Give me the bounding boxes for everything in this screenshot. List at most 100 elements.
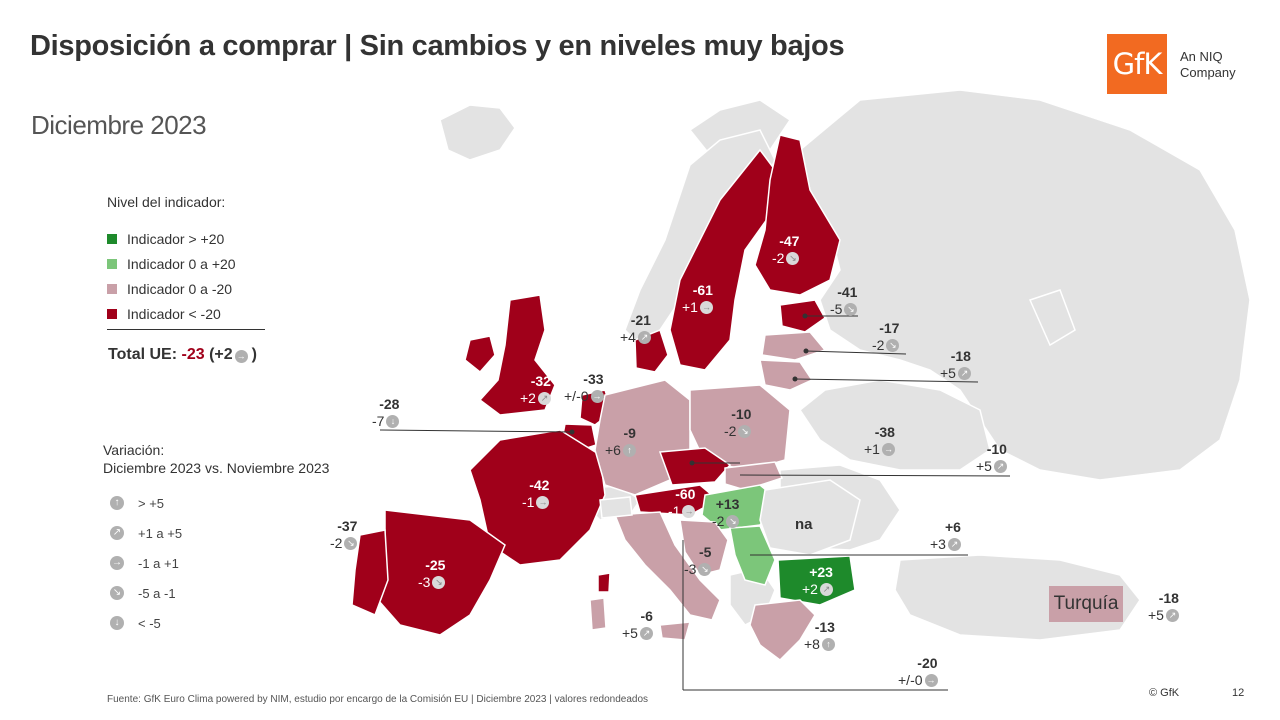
label-value: +6 — [945, 519, 961, 535]
variation-item: ↘ -5 a -1 — [110, 578, 182, 608]
italy-shape — [613, 511, 721, 621]
label-rumania: -10 +5 ↗ — [976, 441, 1007, 475]
arrow-right-icon: → — [110, 556, 124, 570]
label-belgica: -28 -7 ↓ — [372, 396, 400, 430]
label-grecia: -13 +8 ↑ — [804, 619, 835, 653]
gfk-logo: GfK — [1107, 34, 1167, 94]
finland-shape — [754, 134, 841, 296]
variation-item: ↓ < -5 — [110, 608, 182, 638]
label-value: -28 — [379, 396, 400, 412]
arrow-up-right-icon: ↗ — [993, 460, 1007, 473]
source-note: Fuente: GfK Euro Clima powered by NIM, e… — [107, 694, 649, 705]
label-estonia: -41 -5 ↘ — [830, 284, 858, 318]
label-value: -10 — [731, 406, 752, 422]
label-change: -2 — [772, 250, 785, 266]
label-value: -42 — [529, 477, 550, 493]
legend-swatch — [107, 308, 117, 319]
label-change: +5 — [1148, 607, 1164, 623]
legend-label: Indicador 0 a -20 — [127, 280, 233, 297]
arrow-right-icon: → — [682, 505, 696, 518]
logo-tagline-line-2: Company — [1180, 65, 1236, 80]
label-value: -20 — [917, 655, 938, 671]
label-finlandia: -47 -2 ↘ — [772, 233, 800, 267]
label-letonia: -17 -2 ↘ — [872, 320, 900, 354]
label-change: +/-0 — [898, 672, 923, 688]
variation-label: -1 a +1 — [138, 555, 179, 571]
label-change: +1 — [682, 299, 698, 315]
arrow-up-right-icon: ↗ — [537, 392, 551, 405]
label-value: -21 — [630, 312, 651, 328]
croatia-shape — [679, 519, 729, 576]
total-suffix: ) — [251, 346, 257, 363]
label-change: +6 — [605, 442, 621, 458]
page-number: 12 — [1232, 687, 1245, 699]
arrow-up-icon: ↑ — [110, 496, 124, 510]
label-change: -1 — [522, 494, 535, 510]
variation-label: +1 a +5 — [138, 525, 183, 541]
arrow-up-right-icon: ↗ — [1165, 609, 1179, 622]
arrow-up-right-icon: ↗ — [957, 367, 971, 380]
label-value: -25 — [425, 557, 446, 573]
hungary-shape — [701, 484, 780, 531]
label-change: -1 — [668, 503, 681, 519]
legend-swatch — [107, 258, 117, 269]
label-alemania: -9 +6 ↑ — [605, 425, 636, 459]
variation-label: < -5 — [138, 615, 161, 631]
arrow-down-right-icon: ↘ — [432, 576, 446, 589]
arrow-down-icon: ↓ — [110, 616, 124, 630]
label-change: -2 — [330, 535, 343, 551]
label-change: -7 — [372, 413, 385, 429]
arrow-right-icon: → — [699, 301, 713, 314]
lithuania-shape — [759, 359, 814, 391]
label-value: -18 — [950, 348, 971, 364]
label-suecia: -61 +1 → — [682, 282, 713, 316]
label-change: -3 — [418, 574, 431, 590]
leader-lines — [379, 315, 1011, 691]
label-espana: -25 -3 ↘ — [418, 557, 446, 591]
arrow-up-icon: ↑ — [821, 638, 835, 651]
arrow-down-right-icon: ↘ — [786, 252, 800, 265]
sicily-shape — [659, 621, 692, 641]
arrow-down-right-icon: ↘ — [738, 425, 752, 438]
label-change: +2 — [520, 390, 536, 406]
label-change: +5 — [622, 625, 638, 641]
label-change: -2 — [724, 423, 737, 439]
label-change: +5 — [940, 365, 956, 381]
label-croacia: -5 -3 ↘ — [684, 544, 712, 578]
label-italia: -6 +5 ↗ — [622, 608, 653, 642]
label-chipre: -20 +/-0 → — [898, 655, 938, 689]
arrow-down-right-icon: ↘ — [726, 515, 740, 528]
arrow-up-right-icon: ↗ — [110, 526, 124, 540]
label-paises-bajos: -33 +/-0 → — [564, 371, 604, 405]
label-eslovaquia: -38 +1 → — [864, 424, 895, 458]
arrow-up-icon: ↑ — [622, 444, 636, 457]
label-turquia: -18 +5 ↗ — [1148, 590, 1179, 624]
page-title: Disposición a comprar | Sin cambios y en… — [30, 30, 845, 62]
label-value: -13 — [814, 619, 835, 635]
czechia-shape — [658, 447, 732, 486]
legend-title: Nivel del indicador: — [107, 194, 226, 210]
page-subtitle: Diciembre 2023 — [31, 110, 207, 140]
arrow-right-icon: → — [234, 350, 248, 363]
variation-label: > +5 — [138, 495, 165, 511]
total-ue: Total UE: -23 (+2 →) — [108, 346, 257, 364]
arrow-up-right-icon: ↗ — [637, 331, 651, 344]
arrow-right-icon: → — [590, 390, 604, 403]
label-bulgaria: +23 +2 ↗ — [802, 564, 833, 598]
legend-item: Indicador < -20 — [107, 301, 236, 326]
label-change: +1 — [864, 441, 880, 457]
corsica-shape — [597, 572, 611, 593]
label-change: -2 — [872, 337, 885, 353]
greece-shape — [749, 599, 816, 661]
label-value: -9 — [623, 425, 636, 441]
legend-label: Indicador < -20 — [127, 305, 221, 322]
uk-shape — [478, 294, 556, 416]
arrow-down-right-icon: ↘ — [344, 537, 358, 550]
variation-title-line-2: Diciembre 2023 vs. Noviembre 2023 — [103, 460, 330, 476]
label-change: +8 — [804, 636, 820, 652]
total-change: (+2 — [209, 346, 233, 363]
variation-label: -5 a -1 — [138, 585, 176, 601]
label-change: +4 — [620, 329, 636, 345]
label-austria: -60 -1 → — [668, 486, 696, 520]
